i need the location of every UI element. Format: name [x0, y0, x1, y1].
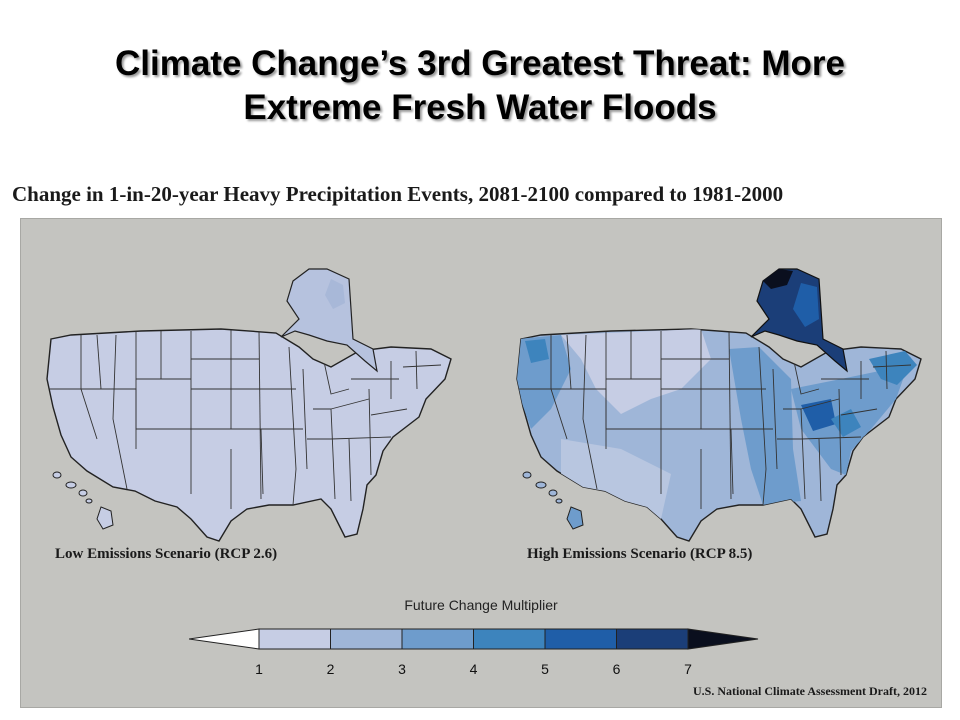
- legend-arrow-high: [687, 628, 759, 650]
- legend-tick-label: 2: [326, 661, 335, 677]
- legend-colorbar: [189, 628, 759, 650]
- source-credit: U.S. National Climate Assessment Draft, …: [693, 684, 927, 698]
- low-emissions-map: [46, 268, 452, 542]
- slide-title-line-1: Climate Change’s 3rd Greatest Threat: Mo…: [114, 44, 845, 83]
- legend-arrow-low: [189, 628, 260, 650]
- legend-tick-label: 6: [612, 661, 621, 677]
- legend-tick-label: 1: [255, 661, 263, 677]
- precip-zones-high: [517, 329, 917, 519]
- low-emissions-caption: Low Emissions Scenario (RCP 2.6): [55, 546, 278, 562]
- hawaii-islands-low: [52, 471, 114, 530]
- high-emissions-map: [516, 268, 922, 542]
- alaska-shape-high: [750, 268, 848, 373]
- slide-title: Climate Change’s 3rd Greatest Threat: Mo…: [0, 42, 960, 130]
- legend-segment: [616, 628, 689, 650]
- legend-tick-label: 5: [541, 661, 549, 677]
- figure-heading: Change in 1-in-20-year Heavy Precipitati…: [12, 182, 784, 206]
- high-emissions-caption: High Emissions Scenario (RCP 8.5): [527, 546, 753, 562]
- figure-panel: Low Emissions Scenario (RCP 2.6) High Em…: [20, 218, 942, 708]
- legend-segment: [473, 628, 546, 650]
- legend-segment: [258, 628, 331, 650]
- legend-segment: [330, 628, 403, 650]
- hawaii-islands-high: [522, 471, 584, 530]
- state-borders-high: [519, 329, 912, 509]
- legend-tick-label: 7: [684, 661, 692, 677]
- legend-segment: [401, 628, 474, 650]
- legend-tick-label: 4: [469, 661, 478, 677]
- legend-title: Future Change Multiplier: [404, 597, 558, 613]
- alaska-shape-low: [280, 268, 378, 373]
- state-borders-low: [49, 329, 442, 509]
- slide-title-line-2: Extreme Fresh Water Floods: [243, 88, 717, 127]
- legend-segment: [544, 628, 617, 650]
- legend-tick-label: 3: [398, 661, 406, 677]
